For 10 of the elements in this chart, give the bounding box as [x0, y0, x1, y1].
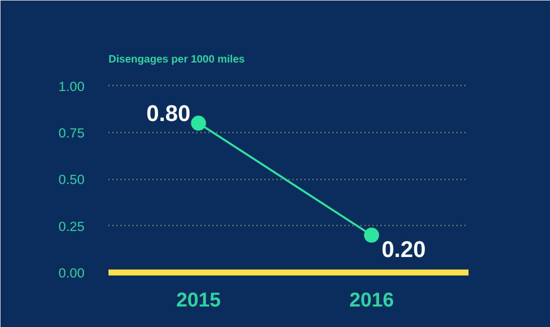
x-tick-label: 2015	[176, 290, 221, 312]
y-tick-label: 0.00	[58, 266, 85, 280]
text: 0.20	[382, 236, 426, 262]
x-tick-label: 2016	[349, 290, 394, 312]
y-tick-label: 0.25	[58, 218, 85, 234]
y-tick-label: 0.50	[58, 172, 85, 188]
y-tick-label: 0.75	[58, 126, 85, 140]
text: 0.80	[146, 100, 191, 126]
y-tick-label: 1.00	[58, 78, 85, 94]
y-axis-title: Disengages per 1000 miles	[108, 54, 245, 66]
